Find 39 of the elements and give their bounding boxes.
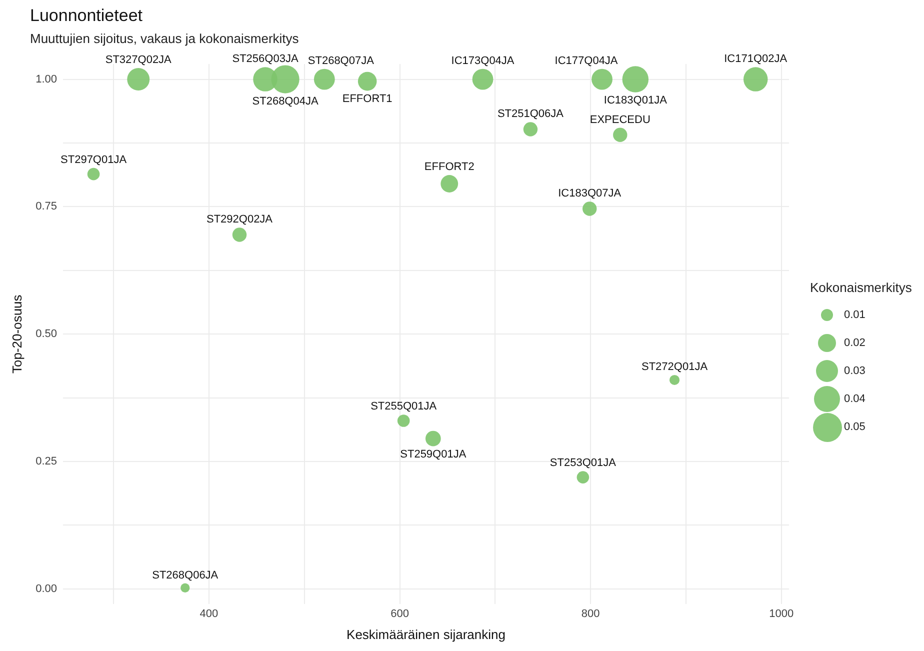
annotation: ST256Q03JA — [232, 53, 299, 66]
x-tick-label: 600 — [390, 608, 409, 620]
y-tick-label: 0.75 — [36, 200, 58, 213]
annotation: IC177Q04JA — [554, 54, 618, 67]
annotation: IC171Q02JA — [724, 53, 788, 66]
annotation: ST268Q06JA — [152, 569, 219, 582]
legend-label: 0.03 — [844, 365, 866, 377]
x-tick-label: 400 — [200, 608, 218, 620]
chart-title: Luonnontieteet — [30, 6, 142, 26]
y-tick-label: 0.25 — [36, 456, 58, 468]
legend-label: 0.04 — [844, 393, 866, 405]
y-axis-title: Top-20-osuus — [9, 294, 24, 374]
annotation: ST268Q04JA — [252, 95, 319, 108]
y-tick-label: 0.50 — [36, 328, 58, 340]
annotation: ST251Q06JA — [497, 108, 564, 120]
annotation: ST253Q01JA — [550, 457, 617, 470]
annotation: EFFORT2 — [424, 161, 474, 174]
annotation: EFFORT1 — [342, 92, 392, 105]
annotation: ST327Q02JA — [105, 54, 172, 66]
x-tick-label: 1000 — [769, 608, 794, 620]
annotation: ST292Q02JA — [206, 214, 274, 226]
legend-label: 0.02 — [844, 337, 866, 349]
annotation: ST259Q01JA — [400, 448, 467, 460]
y-tick-label: 1.00 — [36, 73, 58, 86]
legend-label: 0.01 — [844, 309, 866, 321]
annotation: EXPECEDU — [590, 114, 650, 126]
annotation: ST255Q01JA — [370, 400, 438, 413]
legend-label: 0.05 — [844, 421, 866, 433]
y-tick-label: 0.00 — [36, 582, 58, 595]
x-axis-title: Keskimääräinen sijaranking — [346, 626, 506, 642]
chart-subtitle: Muuttujien sijoitus, vakaus ja kokonaismerkitys — [30, 31, 299, 46]
annotation: ST268Q07JA — [308, 54, 375, 67]
legend-title: Kokonaismerkitys — [810, 280, 912, 295]
annotation: IC183Q07JA — [558, 188, 622, 200]
annotation: IC173Q04JA — [451, 54, 515, 67]
x-tick-label: 800 — [581, 608, 600, 620]
annotation: ST297Q01JA — [60, 154, 128, 166]
annotation: IC183Q01JA — [604, 94, 668, 106]
annotation: ST272Q01JA — [641, 360, 708, 373]
